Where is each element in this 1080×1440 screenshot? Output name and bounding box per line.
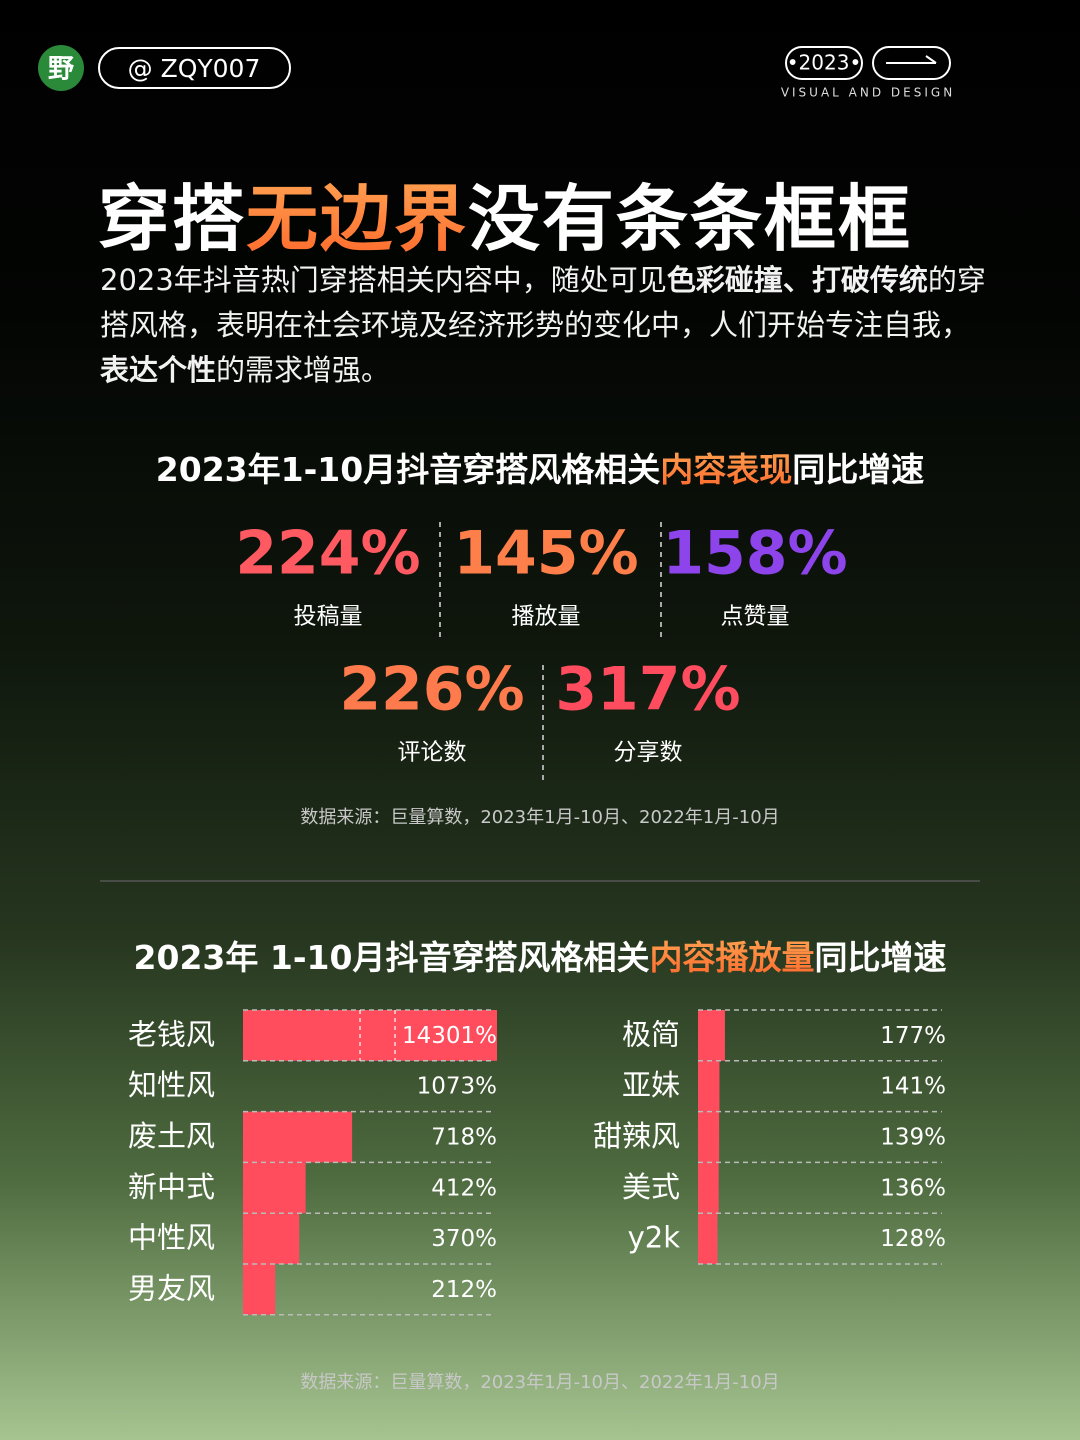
value-label: 14301% [402, 1023, 497, 1049]
stat-value: 158% [662, 519, 847, 589]
value-label: 128% [880, 1226, 946, 1252]
text-run: 表达个性 [100, 353, 217, 387]
text-run: 没有条条框框 [468, 177, 913, 261]
category-label: 中性风 [128, 1221, 215, 1255]
value-label: 1073% [417, 1074, 497, 1100]
handle-pill [98, 47, 291, 89]
category-label: 亚妹 [622, 1068, 680, 1102]
value-label: 177% [880, 1023, 946, 1049]
stat-label: 评论数 [398, 740, 467, 766]
text-run: 内容播放量 [649, 938, 815, 977]
stat-label: 点赞量 [721, 604, 790, 630]
stat-label: 播放量 [512, 604, 581, 630]
stat-value: 317% [555, 655, 740, 725]
arrow [886, 55, 937, 64]
value-label: 136% [880, 1175, 946, 1201]
text-run: 同比增速 [792, 450, 925, 489]
text-run: 的需求增强。 [216, 353, 391, 387]
source-note: 数据来源：巨量算数，2023年1月-10月、2022年1月-10月 [300, 807, 780, 828]
section-title: 2023年1-10月抖音穿搭风格相关内容表现同比增速 [0, 443, 1080, 491]
stat-value: 226% [339, 655, 524, 725]
category-label: 美式 [622, 1170, 680, 1204]
value-label: 212% [431, 1277, 497, 1303]
year: •2023• [787, 51, 862, 75]
text-run: 色彩碰撞、打破传统 [666, 263, 928, 297]
logo-badge [38, 45, 84, 91]
intro: 2023年抖音热门穿搭相关内容中，随处可见色彩碰撞、打破传统的穿搭风格，表明在社… [100, 258, 990, 393]
bar [698, 1162, 719, 1214]
bar [243, 1010, 497, 1061]
text-run: 穿搭 [98, 177, 247, 261]
value-label: 412% [431, 1175, 497, 1201]
stat-label: 分享数 [614, 740, 683, 766]
text-run: 2023年抖音热门穿搭相关内容中，随处可见 [100, 263, 667, 297]
source-note: 数据来源：巨量算数，2023年1月-10月、2022年1月-10月 [300, 1372, 780, 1393]
value-label: 718% [431, 1125, 497, 1151]
value-label: 139% [880, 1125, 946, 1151]
section-title: 2023年 1-10月抖音穿搭风格相关内容播放量同比增速 [0, 931, 1080, 979]
category-label: 男友风 [128, 1271, 215, 1305]
text-run: 同比增速 [814, 938, 947, 977]
text-run: 内容表现 [660, 450, 793, 489]
bar [698, 1213, 718, 1264]
text-run: 无边界 [246, 177, 469, 261]
bar [243, 1264, 276, 1315]
year-pill [785, 46, 863, 80]
text-run: 2023年1-10月抖音穿搭风格相关 [155, 450, 661, 489]
bar [698, 1111, 720, 1163]
arrow-pill [872, 46, 951, 80]
category-label: 知性风 [128, 1068, 215, 1102]
stat-value: 224% [235, 519, 420, 589]
text-run: 的穿搭风格，表明在社会环境及经济形势的变化中，人们开始专注自我， [100, 263, 986, 342]
logo: 野 [48, 55, 74, 85]
category-label: 甜辣风 [593, 1119, 680, 1153]
tagline: VISUAL AND DESIGN [781, 86, 955, 100]
title: 穿搭无边界没有条条框框 [98, 160, 912, 265]
category-label: 老钱风 [128, 1017, 215, 1051]
category-label: 极简 [622, 1017, 680, 1051]
text-run: 2023年 1-10月抖音穿搭风格相关 [133, 938, 650, 977]
category-label: 新中式 [128, 1170, 215, 1204]
category-label: 废土风 [128, 1119, 215, 1153]
bar [243, 1213, 300, 1264]
stat-value: 145% [453, 519, 638, 589]
stat-label: 投稿量 [294, 604, 363, 630]
category-label: y2k [628, 1221, 681, 1255]
handle: @ ZQY007 [128, 54, 261, 83]
bar [243, 1111, 353, 1163]
bar [698, 1060, 720, 1112]
bar [698, 1010, 725, 1061]
bar [243, 1162, 306, 1214]
value-label: 141% [880, 1074, 946, 1100]
value-label: 370% [431, 1226, 497, 1252]
